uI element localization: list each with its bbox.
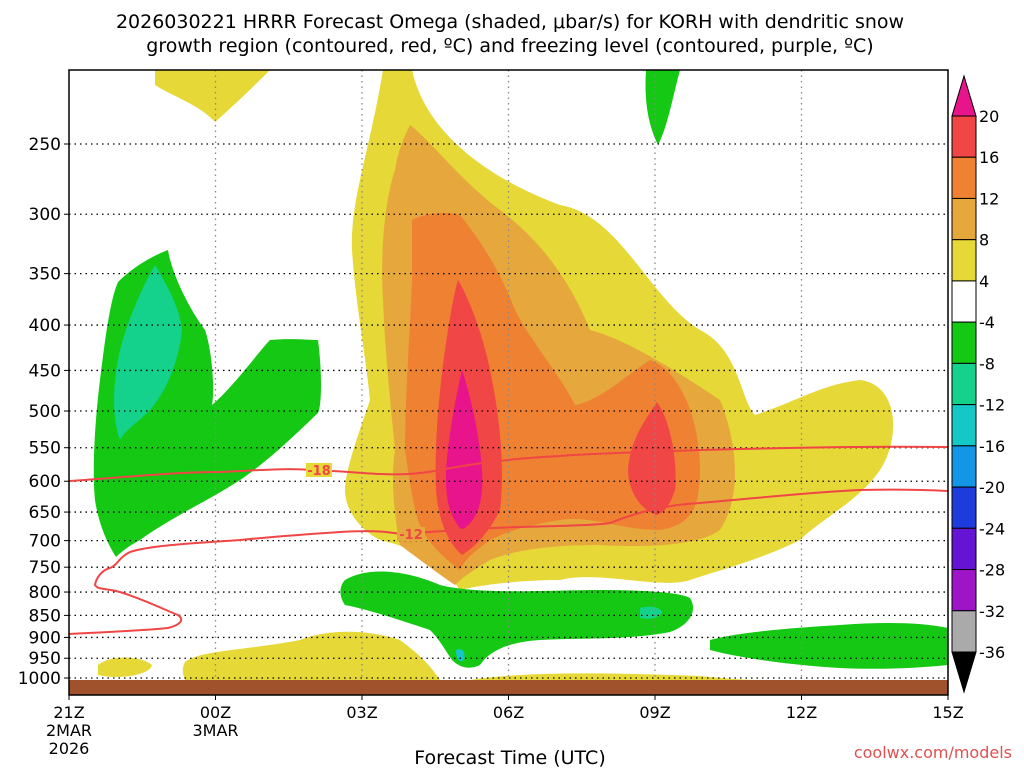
omega-region-4-8-low3	[470, 673, 760, 680]
colorbar-bin	[951, 115, 977, 158]
omega-region-neg4-8-top	[645, 70, 680, 145]
colorbar-bin	[951, 445, 977, 488]
colorbar-bin	[951, 404, 977, 447]
dgz-label-bg-18	[306, 463, 332, 477]
colorbar-label: -28	[979, 561, 1005, 580]
colorbar-bin	[951, 651, 977, 694]
colorbar-label: -32	[979, 602, 1005, 621]
pressure-tick-label: 850	[29, 606, 61, 626]
colorbar-bin	[951, 321, 977, 364]
pressure-tick-label: 800	[29, 583, 61, 603]
time-tick-label: 12Z	[786, 703, 817, 722]
time-tick-label: 09Z	[639, 703, 670, 722]
pressure-tick-label: 400	[29, 316, 61, 336]
ground-surface	[69, 680, 948, 695]
time-tick-date: 3MAR	[192, 721, 238, 740]
colorbar-bin	[951, 74, 977, 117]
colorbar-label: -4	[979, 313, 995, 332]
colorbar-label: -12	[979, 396, 1005, 415]
pressure-tick-label: 950	[29, 649, 61, 669]
omega-colorbar: 20 16 12 8 4 -4 -8 -12 -16 -20 -24 -28 -32 -36	[951, 74, 1005, 694]
colorbar-label: 4	[979, 272, 989, 291]
dgz-label-bg-12	[397, 527, 425, 541]
colorbar-label: 8	[979, 231, 989, 250]
pressure-tick-label: 250	[29, 135, 61, 155]
colorbar-bin	[951, 239, 977, 282]
colorbar-label: 12	[979, 189, 999, 208]
pressure-tick-label: 350	[29, 265, 61, 285]
colorbar-label: 16	[979, 148, 999, 167]
pressure-axis: 2503003504004505005506006507007508008509…	[18, 135, 69, 689]
dgz-contours	[69, 445, 948, 635]
omega-region-4-8-low2	[98, 657, 152, 677]
colorbar-label: -8	[979, 354, 995, 373]
pressure-tick-label: 600	[29, 472, 61, 492]
omega-region-neg12-16-small	[456, 649, 465, 662]
pressure-tick-label: 650	[29, 503, 61, 523]
credit-text: coolwx.com/models	[854, 743, 1012, 762]
colorbar-bin	[951, 486, 977, 529]
time-tick-year: 2026	[49, 739, 90, 758]
colorbar-label: 20	[979, 107, 999, 126]
pressure-tick-label: 550	[29, 439, 61, 459]
colorbar-bin	[951, 280, 977, 323]
omega-region-neg8-12	[114, 265, 182, 440]
colorbar-bin	[951, 156, 977, 199]
chart-title-line2: growth region (contoured, red, ºC) and f…	[146, 35, 873, 57]
pressure-tick-label: 900	[29, 628, 61, 648]
colorbar-label: -24	[979, 519, 1005, 538]
colorbar-label: -16	[979, 437, 1005, 456]
pressure-tick-label: 500	[29, 402, 61, 422]
dgz-minus18-contour	[69, 445, 948, 482]
dgz-minus18-label: -18	[307, 464, 331, 479]
time-tick-date: 2MAR	[46, 721, 92, 740]
colorbar-bin	[951, 197, 977, 241]
colorbar-label: -36	[979, 643, 1005, 662]
omega-region-16-20-b	[628, 402, 676, 515]
colorbar-label: -20	[979, 478, 1005, 497]
time-tick-label: 21Z	[53, 703, 84, 722]
omega-region-neg4-8-right	[710, 623, 948, 669]
pressure-tick-label: 750	[29, 558, 61, 578]
time-tick-label: 15Z	[932, 703, 963, 722]
omega-region-neg8-12-small	[640, 606, 662, 619]
pressure-tick-label: 300	[29, 205, 61, 225]
time-tick-label: 00Z	[200, 703, 231, 722]
omega-region-4-8-top	[155, 70, 270, 122]
dgz-minus12-contour	[69, 488, 948, 635]
x-axis-title: Forecast Time (UTC)	[414, 747, 605, 768]
colorbar-bin	[951, 569, 977, 612]
pressure-tick-label: 700	[29, 532, 61, 552]
omega-region-neg4-8-mid	[340, 571, 694, 668]
pressure-tick-label: 450	[29, 361, 61, 381]
time-tick-label: 03Z	[346, 703, 377, 722]
colorbar-bin	[951, 362, 977, 406]
omega-region-gt20	[445, 370, 483, 530]
omega-shading	[93, 70, 948, 680]
dgz-minus12-label: -12	[399, 528, 423, 543]
omega-region-4-8-low1	[182, 631, 440, 680]
chart-title-line1: 2026030221 HRRR Forecast Omega (shaded, …	[116, 11, 904, 33]
colorbar-bin	[951, 610, 977, 653]
time-tick-label: 06Z	[493, 703, 524, 722]
colorbar-bin	[951, 527, 977, 571]
pressure-tick-label: 1000	[18, 669, 61, 689]
